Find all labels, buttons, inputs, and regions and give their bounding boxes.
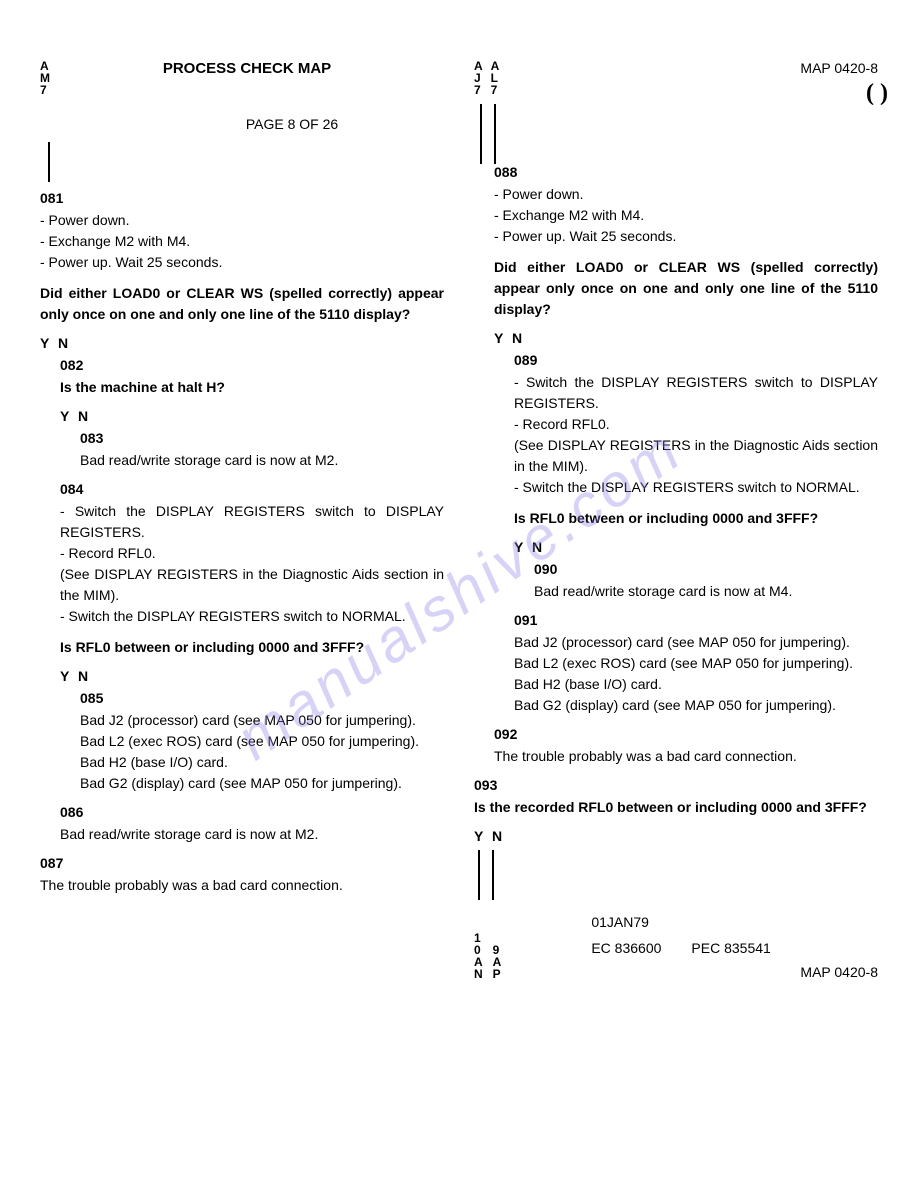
step-082: 082 Is the machine at halt H? YN — [60, 357, 444, 424]
right-header: A J 7 A L 7 MAP 0420-8 — [474, 60, 878, 96]
exit-lines — [478, 850, 878, 900]
page-container: A M 7 PROCESS CHECK MAP PAGE 8 OF 26 081… — [40, 60, 878, 980]
step-089: 089 - Switch the DISPLAY REGISTERS switc… — [514, 352, 878, 555]
right-entry-label-2: A L 7 — [491, 60, 500, 96]
step-086: 086 Bad read/write storage card is now a… — [60, 804, 444, 845]
right-column: A J 7 A L 7 MAP 0420-8 088 - Power down.… — [474, 60, 878, 980]
right-entry-label-1: A J 7 — [474, 60, 483, 96]
step-084: 084 - Switch the DISPLAY REGISTERS switc… — [60, 481, 444, 684]
map-id-top: MAP 0420-8 — [499, 60, 878, 76]
left-entry-label: A M 7 — [40, 60, 50, 96]
document-title: PROCESS CHECK MAP — [50, 60, 444, 77]
left-column: A M 7 PROCESS CHECK MAP PAGE 8 OF 26 081… — [40, 60, 444, 980]
tree-lines — [480, 104, 878, 164]
exit-label-2: 9 A P — [493, 932, 502, 980]
step-092: 092 The trouble probably was a bad card … — [494, 726, 878, 767]
step-091: 091 Bad J2 (processor) card (see MAP 050… — [514, 612, 878, 716]
footer-ec: EC 836600 — [591, 940, 661, 956]
footer-map-id: MAP 0420-8 — [531, 964, 878, 980]
footer-date: 01JAN79 — [591, 914, 878, 930]
step-090: 090 Bad read/write storage card is now a… — [534, 561, 878, 602]
hole-mark-1: ( ) — [866, 80, 888, 107]
footer: 1 0 A N 9 A P 01JAN79 EC 83660 — [474, 914, 878, 980]
tree-line — [48, 142, 444, 182]
step-093: 093 Is the recorded RFL0 between or incl… — [474, 777, 878, 844]
exit-label-1: 1 0 A N — [474, 932, 483, 980]
step-083: 083 Bad read/write storage card is now a… — [80, 430, 444, 471]
step-085: 085 Bad J2 (processor) card (see MAP 050… — [80, 690, 444, 794]
left-header: A M 7 PROCESS CHECK MAP — [40, 60, 444, 96]
page-number: PAGE 8 OF 26 — [140, 116, 444, 132]
step-087: 087 The trouble probably was a bad card … — [40, 855, 444, 896]
step-088: 088 - Power down. - Exchange M2 with M4.… — [494, 164, 878, 346]
step-081: 081 - Power down. - Exchange M2 with M4.… — [40, 190, 444, 351]
footer-pec: PEC 835541 — [691, 940, 770, 956]
